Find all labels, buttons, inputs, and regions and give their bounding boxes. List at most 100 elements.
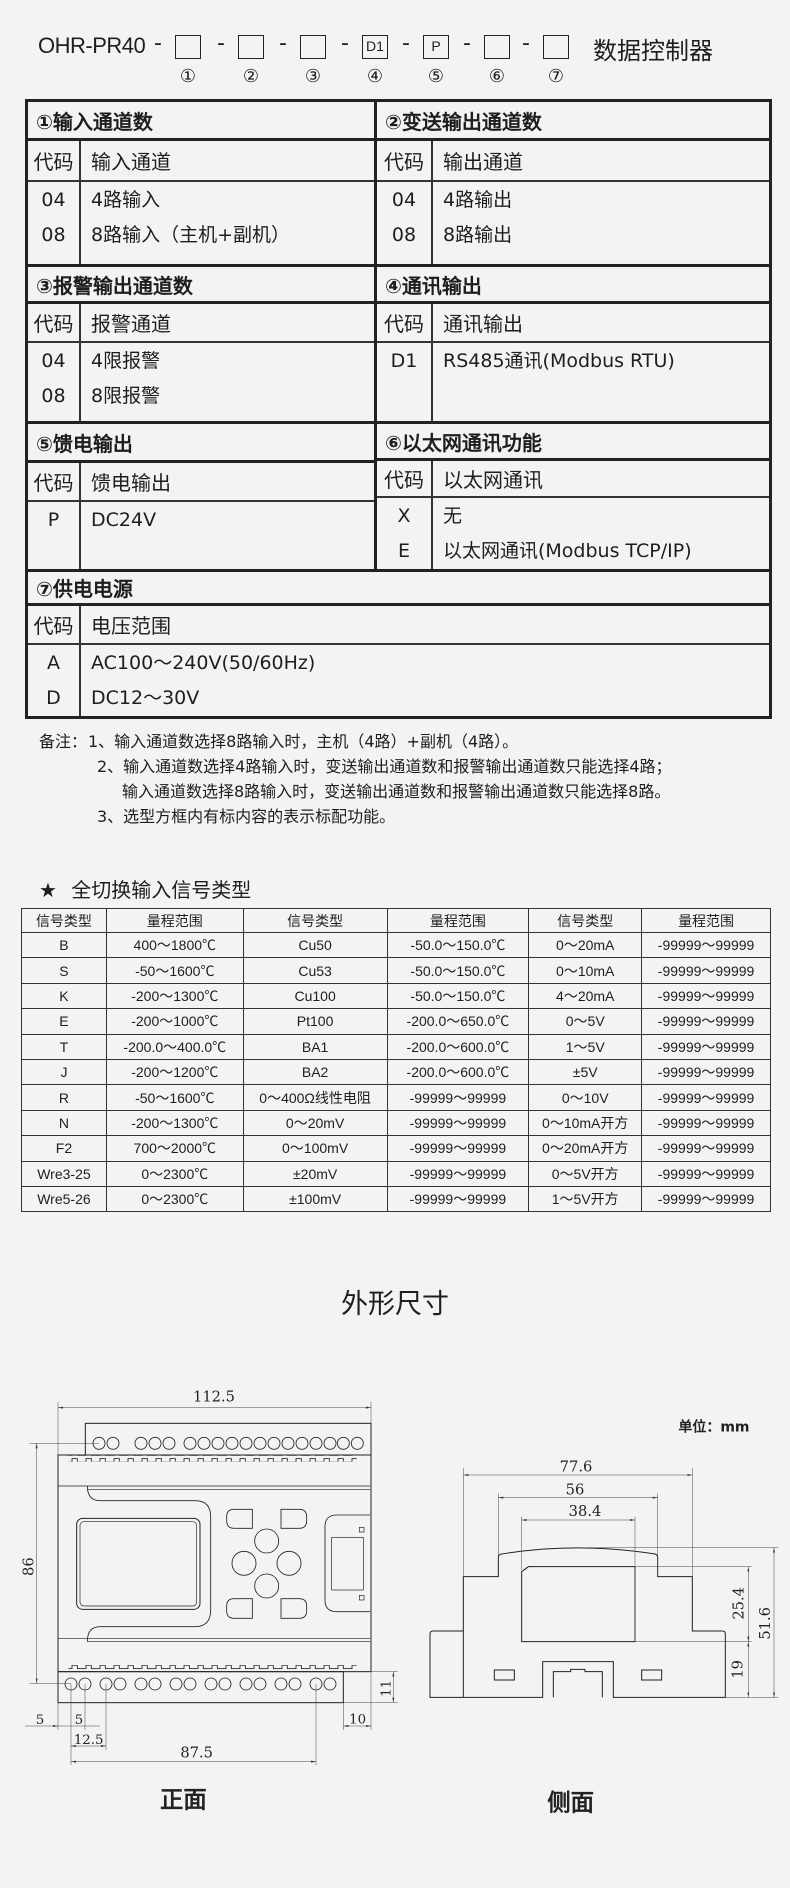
option-code: D1 [390,350,418,372]
separator-dash: - [154,31,162,56]
selection-section: ①输入通道数 代码 输入通道 04 08 4路输入 8路输入（主机+副机） [28,102,377,264]
model-option-box: P [423,35,449,59]
option-code: 08 [41,385,66,407]
dim-side-lower-height: 19 [729,1660,746,1679]
model-option-box [238,35,264,59]
table-cell: 0～100mV [242,1135,388,1162]
table-cell: 0～5V开方 [528,1160,643,1187]
table-cell: T [21,1033,107,1060]
column-header: 信号类型 [21,908,107,933]
table-cell: -50.0～150.0℃ [386,982,530,1010]
table-cell: -99999～99999 [386,1185,530,1213]
table-cell: BA2 [242,1058,388,1086]
selection-table: ①输入通道数 代码 输入通道 04 08 4路输入 8路输入（主机+副机） ②变送输出通道数代… [25,99,772,719]
selection-section: ②变送输出通道数 代码 输出通道 04 08 4路输出 8路输出 [377,102,769,264]
table-cell: -200～1000℃ [105,1008,244,1035]
table-cell: -99999～99999 [386,1109,530,1137]
code-column: 04 08 [28,182,81,264]
option-code: 08 [391,224,417,246]
option-code: 08 [41,224,66,246]
table-cell: -99999～99999 [641,1160,771,1187]
table-cell: J [21,1058,107,1086]
table-cell: ±5V [528,1058,643,1086]
separator-dash: - [402,31,410,56]
code-header: 代码 [28,141,81,180]
desc-column: 无以太网通讯(Modbus TCP/IP) [433,498,769,569]
desc-column: AC100～240V(50/60Hz) DC12～30V [81,645,769,716]
code-column: 04 08 [377,182,433,264]
front-view-label: 正面 [160,1785,207,1813]
table-cell: F2 [21,1135,107,1162]
selection-section: ④通讯输出 代码 通讯输出 D1 RS485通讯(Modbus RTU) [377,264,769,421]
option-desc: 4限报警 [91,350,161,372]
notes-label: 备注： [39,732,88,751]
table-cell: E [21,1008,107,1035]
section-column-header: 代码 通讯输出 [377,304,769,343]
model-option-box [175,35,201,59]
table-cell: S [21,957,107,984]
section-rows: 04 08 4路输入 8路输入（主机+副机） [28,182,374,264]
option-desc: 8限报警 [91,385,161,407]
table-cell: 0～5V [528,1008,643,1035]
front-view-drawing: 112.5 86 11 10 5 5 12.5 87.5 正面 [20,1389,398,1813]
section-title: ④通讯输出 [377,267,769,304]
code-header: 代码 [28,606,81,643]
code-column: 04 08 [28,343,81,421]
table-cell: -99999～99999 [641,957,771,984]
name-header: 通讯输出 [443,312,523,336]
dim-pitch2: 12.5 [74,1733,104,1748]
section-column-header: 代码 输出通道 [377,141,769,182]
option-desc: AC100～240V(50/60Hz) [91,652,316,674]
table-cell: 0～20mV [242,1109,388,1137]
dim-span: 87.5 [180,1744,213,1761]
dim-pitch: 5 [75,1713,83,1728]
selection-section: ⑥以太网通讯功能 代码 以太网通讯 X E 无以太网通讯(Modbus TCP/IP) [377,421,769,569]
dim-side-width: 77.6 [560,1459,593,1476]
dim-front-height: 86 [20,1557,37,1576]
separator-dash: - [522,31,530,56]
column-header: 量程范围 [386,908,530,933]
unit-label: 单位：mm [678,1419,749,1436]
side-view-label: 侧面 [547,1789,594,1817]
separator-dash: - [463,31,471,56]
table-cell: Cu100 [242,982,388,1010]
table-cell: -200～1300℃ [105,1109,244,1137]
option-code: 04 [391,189,417,211]
name-header: 电压范围 [91,614,171,639]
table-cell: 0～400Ω线性电阻 [242,1084,388,1111]
selection-section: ⑤馈电输出 代码 馈电输出 P DC24V [28,421,377,569]
option-code: E [397,540,410,562]
code-column: P [28,502,81,569]
table-cell: -99999～99999 [641,1135,771,1162]
signal-table-title-text: 全切换输入信号类型 [71,878,252,902]
section-rows: D1 RS485通讯(Modbus RTU) [377,343,769,421]
dim-side-inner-width: 38.4 [569,1503,602,1520]
column-header: 信号类型 [528,908,643,933]
table-cell: 400～1800℃ [105,931,244,959]
dim-side-total-height: 51.6 [757,1607,774,1640]
table-cell: -50～1600℃ [105,957,244,984]
option-desc: 4路输出 [443,189,513,211]
model-option-index: ② [242,66,260,87]
table-row: R -50～1600℃ 0～400Ω线性电阻 -99999～99999 0～10V -99… [21,1084,771,1111]
model-option-index: ⑦ [547,66,565,87]
section-title: ②变送输出通道数 [377,102,769,141]
table-cell: BA1 [242,1033,388,1060]
code-header: 代码 [28,463,81,500]
table-cell: 0～2300℃ [105,1160,244,1187]
code-column: D1 [377,343,433,421]
code-header: 代码 [28,304,81,341]
option-desc: RS485通讯(Modbus RTU) [443,350,675,372]
section-column-header: 代码 电压范围 [28,606,769,645]
desc-column: 4路输入 8路输入（主机+副机） [81,182,374,264]
table-cell: -99999～99999 [641,1109,771,1137]
name-header: 馈电输出 [91,471,171,495]
dim-right-offset: 10 [349,1712,366,1727]
table-cell: Wre5-26 [21,1185,107,1213]
table-cell: -200～1300℃ [105,982,244,1010]
column-header: 量程范围 [105,908,244,933]
dim-front-width: 112.5 [193,1389,235,1406]
table-cell: Pt100 [242,1008,388,1035]
table-row: K -200～1300℃ Cu100 -50.0～150.0℃ 4～20mA -99999… [21,982,771,1010]
